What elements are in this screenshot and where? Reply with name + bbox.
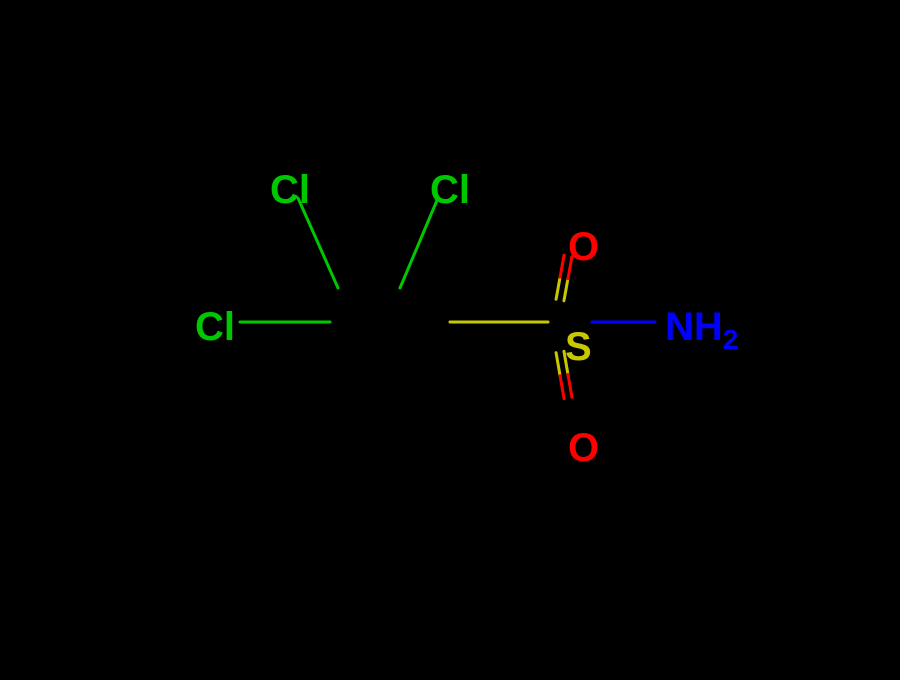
chlorine-2-label: Cl (430, 168, 470, 213)
amine-subscript: 2 (723, 324, 739, 355)
amine-label: NH2 (665, 305, 738, 356)
chlorine-3-label: Cl (195, 305, 235, 350)
amine-nh-text: NH (665, 305, 723, 349)
chlorine-1-label: Cl (270, 168, 310, 213)
sulfur-label: S (565, 325, 592, 370)
oxygen-2-label: O (568, 426, 599, 471)
oxygen-1-label: O (568, 225, 599, 270)
